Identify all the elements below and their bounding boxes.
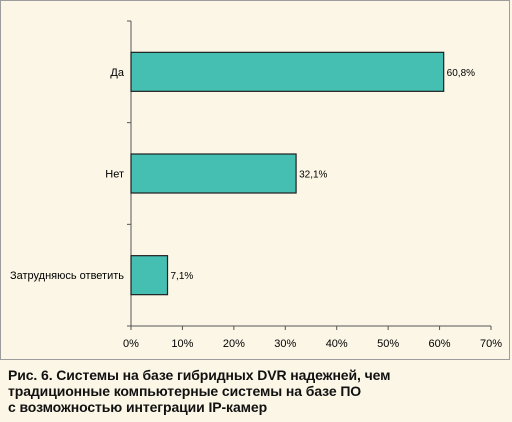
x-tick-label: 60% [429,338,451,350]
bar [130,255,169,296]
x-tick-label: 30% [274,338,296,350]
bar-chart: 0% 10% 20% 30% 40% 50% 60% 70% Да 60,8% Нет 32,1% За… [10,20,502,350]
bar [130,153,297,194]
x-tick-label: 20% [223,338,245,350]
category-label: Нет [105,169,124,181]
data-label: 7,1% [171,271,194,282]
data-label: 60,8% [447,68,475,79]
x-tick-label: 10% [171,338,193,350]
caption-line-2: традиционные компьютерные системы на баз… [8,383,362,399]
caption-line-1: Рис. 6. Системы на базе гибридных DVR на… [8,367,391,383]
x-tick-label: 50% [377,338,399,350]
category-label: Затрудняюсь ответить [10,270,124,282]
data-label: 32,1% [299,170,327,181]
x-tick-label: 70% [480,338,502,350]
bar [130,51,445,92]
caption-line-3: с возможностью интеграции IP-камер [8,399,268,415]
chart-frame: 0% 10% 20% 30% 40% 50% 60% 70% Да 60,8% Нет 32,1% За… [0,0,510,360]
figure-caption: Рис. 6. Системы на базе гибридных DVR на… [8,367,508,415]
category-label: Да [110,67,124,79]
x-tick-label: 0% [123,338,139,350]
x-tick-label: 40% [326,338,348,350]
